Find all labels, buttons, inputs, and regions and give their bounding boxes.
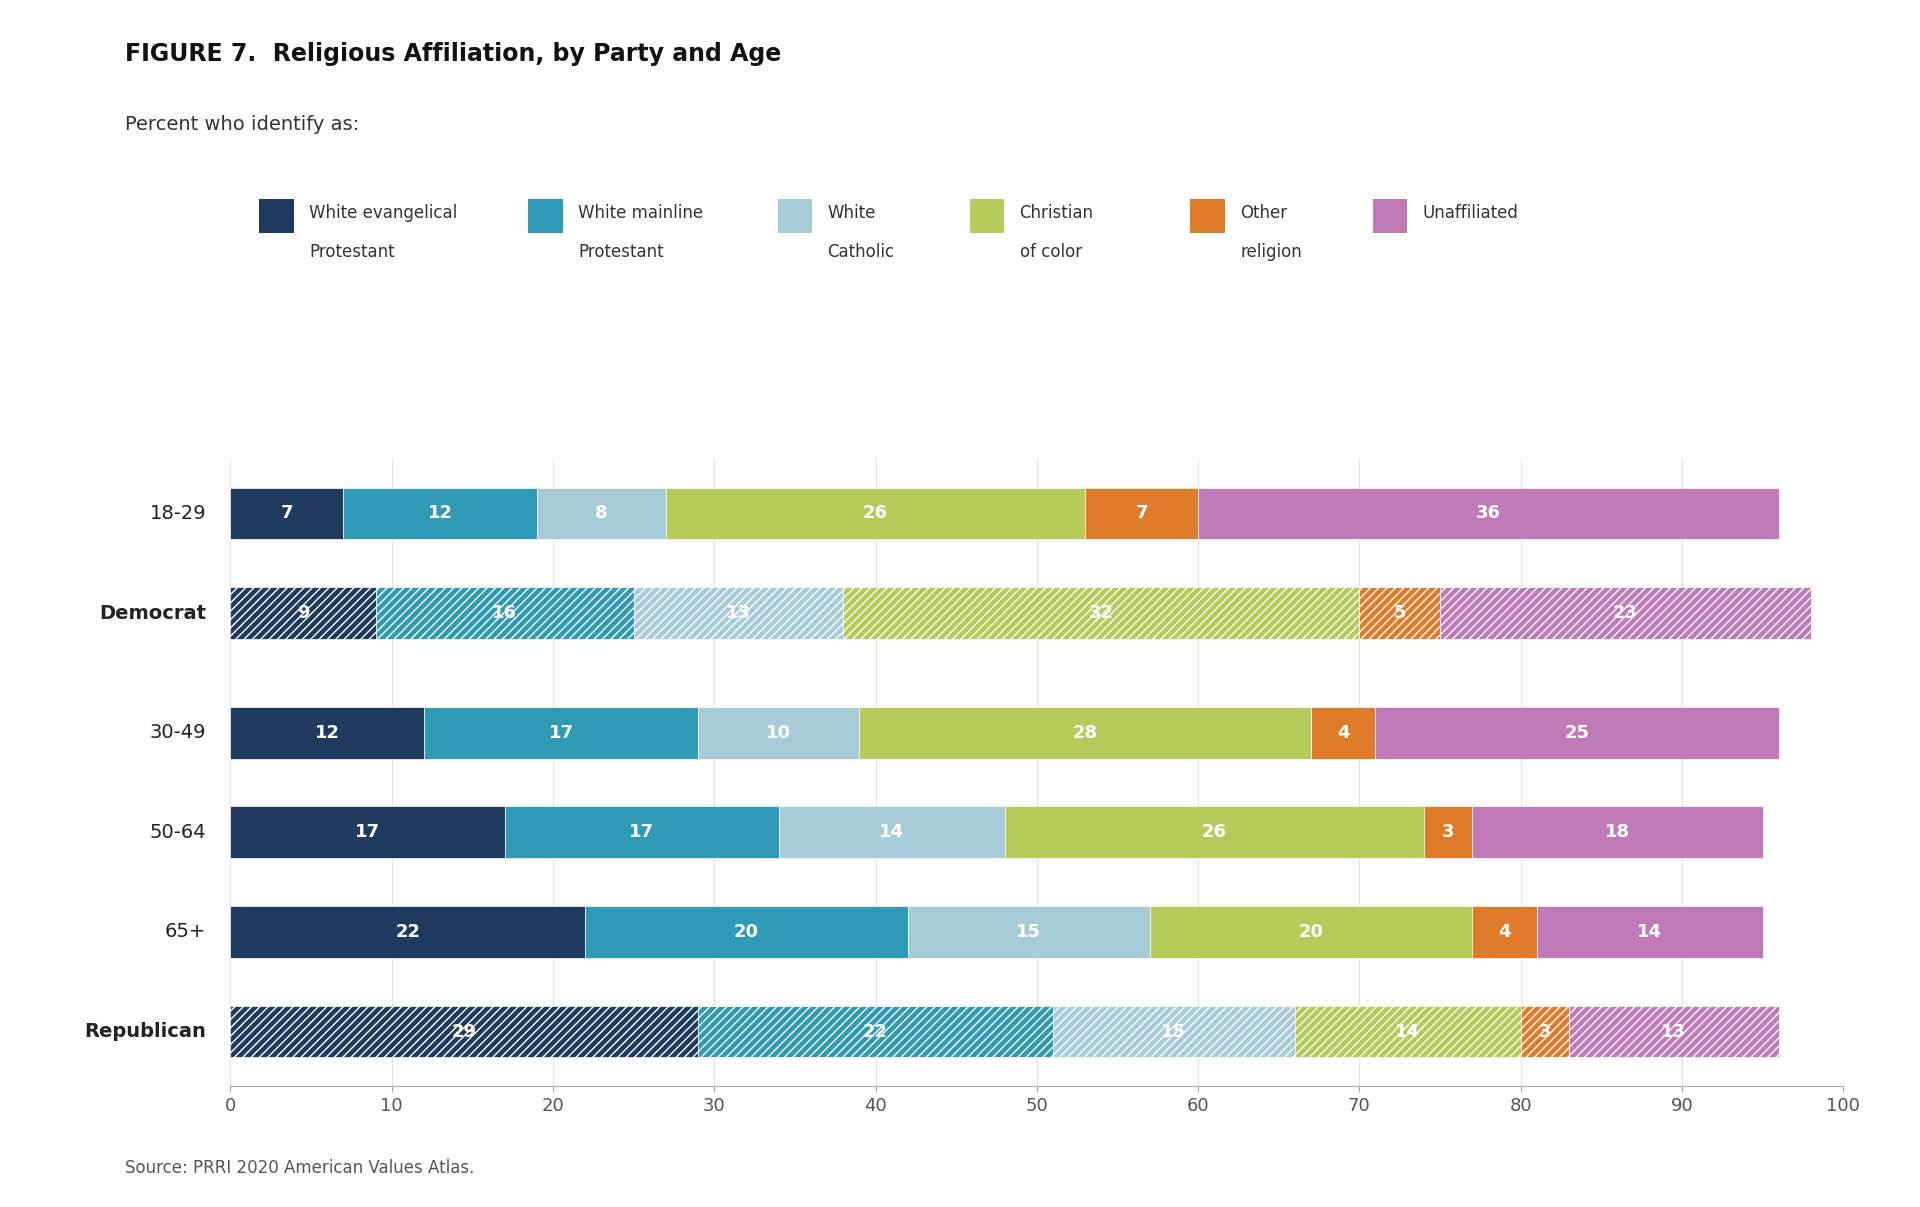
Bar [344, 488, 538, 540]
Text: 12: 12 [428, 505, 453, 523]
Bar [908, 906, 1150, 958]
Bar [1150, 906, 1473, 958]
Text: 23: 23 [1613, 604, 1638, 622]
Bar [538, 488, 666, 540]
Bar [1473, 806, 1763, 858]
Text: 12: 12 [315, 724, 340, 741]
Text: 13: 13 [726, 604, 751, 622]
Bar [843, 587, 1359, 639]
Text: 26: 26 [862, 505, 889, 523]
Text: religion: religion [1240, 243, 1302, 261]
Bar [1473, 906, 1536, 958]
Text: 18-29: 18-29 [150, 505, 205, 523]
Bar [1198, 488, 1778, 540]
Bar [1440, 587, 1811, 639]
Text: Protestant: Protestant [578, 243, 664, 261]
Bar [230, 707, 424, 758]
Text: 13: 13 [1661, 1022, 1686, 1040]
Bar [230, 906, 586, 958]
Text: 22: 22 [862, 1022, 889, 1040]
Text: White: White [828, 204, 876, 222]
Bar [1536, 906, 1763, 958]
Text: 8: 8 [595, 505, 607, 523]
Bar [1052, 1005, 1294, 1057]
Text: 26: 26 [1202, 823, 1227, 841]
Text: 17: 17 [355, 823, 380, 841]
Text: 14: 14 [1396, 1022, 1421, 1040]
Text: 5: 5 [1394, 604, 1405, 622]
Bar [230, 488, 344, 540]
Bar [376, 587, 634, 639]
Text: 65+: 65+ [165, 922, 205, 941]
Text: Republican: Republican [84, 1022, 205, 1040]
Bar [230, 587, 376, 639]
Bar [1375, 707, 1778, 758]
Text: 17: 17 [630, 823, 655, 841]
Bar [230, 1005, 699, 1057]
Bar [1085, 488, 1198, 540]
Text: 14: 14 [879, 823, 904, 841]
Text: 18: 18 [1605, 823, 1630, 841]
Text: Democrat: Democrat [100, 604, 205, 623]
Text: 15: 15 [1162, 1022, 1187, 1040]
Bar [1425, 806, 1473, 858]
Bar [780, 806, 1004, 858]
Bar [1569, 1005, 1778, 1057]
Text: 3: 3 [1538, 1022, 1551, 1040]
Bar [634, 587, 843, 639]
Text: 10: 10 [766, 724, 791, 741]
Text: 29: 29 [451, 1022, 476, 1040]
Text: 25: 25 [1565, 724, 1590, 741]
Text: 32: 32 [1089, 604, 1114, 622]
Bar [860, 707, 1311, 758]
Text: 9: 9 [298, 604, 309, 622]
Text: 7: 7 [280, 505, 294, 523]
Bar [1521, 1005, 1569, 1057]
Text: 7: 7 [1135, 505, 1148, 523]
Bar [699, 1005, 1052, 1057]
Bar [1359, 587, 1440, 639]
Bar [666, 488, 1085, 540]
Text: 22: 22 [396, 923, 420, 941]
Bar [1294, 1005, 1521, 1057]
Text: 4: 4 [1498, 923, 1511, 941]
Text: of color: of color [1020, 243, 1081, 261]
Text: 30-49: 30-49 [150, 723, 205, 742]
Text: FIGURE 7.  Religious Affiliation, by Party and Age: FIGURE 7. Religious Affiliation, by Part… [125, 42, 781, 66]
Text: Catholic: Catholic [828, 243, 895, 261]
Text: 15: 15 [1016, 923, 1041, 941]
Text: 17: 17 [549, 724, 574, 741]
Bar [1311, 707, 1375, 758]
Text: Unaffiliated: Unaffiliated [1423, 204, 1519, 222]
Text: 16: 16 [492, 604, 516, 622]
Bar [424, 707, 699, 758]
Text: 14: 14 [1638, 923, 1663, 941]
Text: 36: 36 [1476, 505, 1501, 523]
Bar [230, 806, 505, 858]
Text: White evangelical: White evangelical [309, 204, 457, 222]
Text: 50-64: 50-64 [150, 823, 205, 841]
Bar [699, 707, 860, 758]
Text: 20: 20 [733, 923, 758, 941]
Bar [505, 806, 780, 858]
Text: Percent who identify as:: Percent who identify as: [125, 115, 359, 134]
Bar [1004, 806, 1425, 858]
Text: 20: 20 [1298, 923, 1323, 941]
Text: Protestant: Protestant [309, 243, 396, 261]
Text: White mainline: White mainline [578, 204, 703, 222]
Bar [586, 906, 908, 958]
Text: 28: 28 [1073, 724, 1098, 741]
Text: 4: 4 [1336, 724, 1350, 741]
Text: 3: 3 [1442, 823, 1453, 841]
Text: Source: PRRI 2020 American Values Atlas.: Source: PRRI 2020 American Values Atlas. [125, 1159, 474, 1177]
Text: Christian: Christian [1020, 204, 1094, 222]
Text: Other: Other [1240, 204, 1288, 222]
